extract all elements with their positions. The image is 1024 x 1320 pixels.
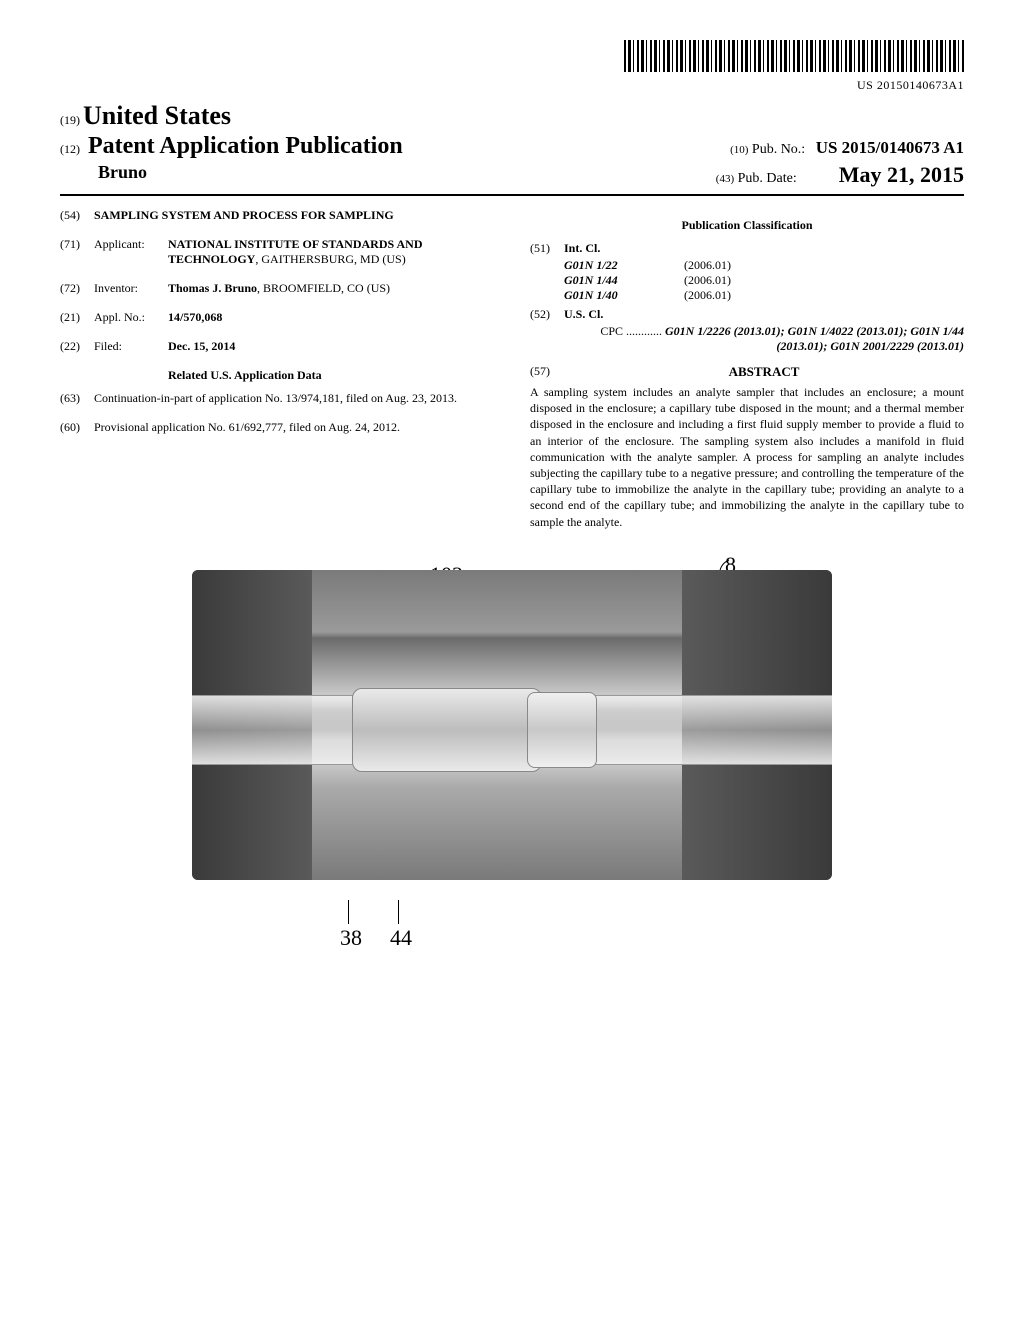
field-60: (60) Provisional application No. 61/692,… bbox=[60, 420, 494, 435]
barcode-block: US 20150140673A1 bbox=[60, 40, 964, 93]
field-52: (52) U.S. Cl. bbox=[530, 307, 964, 322]
f63-val: Continuation-in-part of application No. … bbox=[94, 391, 494, 406]
fig-connector bbox=[352, 688, 542, 772]
intcl-0-code: G01N 1/22 bbox=[564, 258, 684, 273]
f71-val: NATIONAL INSTITUTE OF STANDARDS AND TECH… bbox=[168, 237, 494, 267]
f51-label: Int. Cl. bbox=[564, 241, 600, 255]
field-21: (21) Appl. No.: 14/570,068 bbox=[60, 310, 494, 325]
pub-type: Patent Application Publication bbox=[88, 133, 403, 160]
intcl-0-year: (2006.01) bbox=[684, 258, 731, 273]
leader-38 bbox=[348, 900, 349, 924]
f22-num: (22) bbox=[60, 339, 94, 354]
prefix-10: (10) bbox=[730, 144, 748, 156]
fig-label-44: 44 bbox=[390, 925, 412, 951]
f21-label: Appl. No.: bbox=[94, 310, 168, 325]
right-column: Publication Classification (51) Int. Cl.… bbox=[530, 208, 964, 530]
intcl-1-year: (2006.01) bbox=[684, 273, 731, 288]
intcl-2: G01N 1/40 (2006.01) bbox=[564, 288, 964, 303]
f21-val: 14/570,068 bbox=[168, 310, 222, 324]
cpc-val: G01N 1/2226 (2013.01); G01N 1/4022 (2013… bbox=[662, 324, 964, 353]
pub-type-line: (12) Patent Application Publication bbox=[60, 133, 403, 160]
f72-val-rest: , BROOMFIELD, CO (US) bbox=[257, 281, 390, 295]
body-columns: (54) SAMPLING SYSTEM AND PROCESS FOR SAM… bbox=[60, 208, 964, 530]
f22-label: Filed: bbox=[94, 339, 168, 354]
intcl-2-code: G01N 1/40 bbox=[564, 288, 684, 303]
f51-num: (51) bbox=[530, 241, 564, 256]
f71-label: Applicant: bbox=[94, 237, 168, 267]
leader-44 bbox=[398, 900, 399, 924]
f71-val-rest: , GAITHERSBURG, MD (US) bbox=[255, 252, 405, 266]
field-72: (72) Inventor: Thomas J. Bruno, BROOMFIE… bbox=[60, 281, 494, 296]
pubno-label: Pub. No.: bbox=[752, 142, 805, 157]
field-63: (63) Continuation-in-part of application… bbox=[60, 391, 494, 406]
field-22: (22) Filed: Dec. 15, 2014 bbox=[60, 339, 494, 354]
f71-num: (71) bbox=[60, 237, 94, 267]
pubno-line: (10) Pub. No.: US 2015/0140673 A1 bbox=[730, 138, 964, 158]
related-title: Related U.S. Application Data bbox=[60, 368, 494, 383]
country: United States bbox=[83, 101, 231, 130]
intcl-2-year: (2006.01) bbox=[684, 288, 731, 303]
intcl-0: G01N 1/22 (2006.01) bbox=[564, 258, 964, 273]
f63-num: (63) bbox=[60, 391, 94, 406]
field-54: (54) SAMPLING SYSTEM AND PROCESS FOR SAM… bbox=[60, 208, 494, 223]
prefix-19: (19) bbox=[60, 113, 80, 127]
f54-val: SAMPLING SYSTEM AND PROCESS FOR SAMPLING bbox=[94, 208, 394, 222]
author: Bruno bbox=[60, 162, 147, 188]
cpc-label: CPC ............ bbox=[600, 324, 662, 338]
f72-val: Thomas J. Bruno, BROOMFIELD, CO (US) bbox=[168, 281, 494, 296]
f57-label: ABSTRACT bbox=[729, 364, 800, 379]
author-date-row: Bruno (43) Pub. Date: May 21, 2015 bbox=[60, 162, 964, 196]
country-line: (19) United States bbox=[60, 101, 231, 131]
fig-connector-2 bbox=[527, 692, 597, 768]
header-row-2: (12) Patent Application Publication (10)… bbox=[60, 133, 964, 160]
prefix-43: (43) bbox=[716, 173, 734, 185]
prefix-12: (12) bbox=[60, 142, 80, 157]
figure-area: 94 102 100 106 8 10 38 44 bbox=[60, 570, 964, 990]
pubno: US 2015/0140673 A1 bbox=[816, 138, 964, 157]
f60-num: (60) bbox=[60, 420, 94, 435]
f72-num: (72) bbox=[60, 281, 94, 296]
f52-num: (52) bbox=[530, 307, 564, 322]
pubdate: May 21, 2015 bbox=[839, 162, 964, 187]
f57-num: (57) bbox=[530, 364, 564, 380]
pubdate-label: Pub. Date: bbox=[738, 171, 797, 186]
f60-val: Provisional application No. 61/692,777, … bbox=[94, 420, 494, 435]
intcl-1-code: G01N 1/44 bbox=[564, 273, 684, 288]
pubdate-line: (43) Pub. Date: May 21, 2015 bbox=[716, 162, 964, 188]
barcode-text: US 20150140673A1 bbox=[60, 78, 964, 93]
barcode-graphic bbox=[624, 40, 964, 72]
f52-label: U.S. Cl. bbox=[564, 307, 603, 321]
cpc-line: CPC ............ G01N 1/2226 (2013.01); … bbox=[564, 324, 964, 354]
f72-val-bold: Thomas J. Bruno bbox=[168, 281, 257, 295]
pubclass-title: Publication Classification bbox=[530, 218, 964, 233]
f72-label: Inventor: bbox=[94, 281, 168, 296]
abstract-text: A sampling system includes an analyte sa… bbox=[530, 384, 964, 530]
f22-val: Dec. 15, 2014 bbox=[168, 339, 235, 353]
intcl-1: G01N 1/44 (2006.01) bbox=[564, 273, 964, 288]
f54-num: (54) bbox=[60, 208, 94, 223]
f21-num: (21) bbox=[60, 310, 94, 325]
field-51: (51) Int. Cl. bbox=[530, 241, 964, 256]
header-row-1: (19) United States bbox=[60, 101, 964, 131]
fig-label-38: 38 bbox=[340, 925, 362, 951]
left-column: (54) SAMPLING SYSTEM AND PROCESS FOR SAM… bbox=[60, 208, 494, 530]
figure-photo bbox=[192, 570, 832, 880]
field-57: (57) ABSTRACT bbox=[530, 364, 964, 380]
field-71: (71) Applicant: NATIONAL INSTITUTE OF ST… bbox=[60, 237, 494, 267]
